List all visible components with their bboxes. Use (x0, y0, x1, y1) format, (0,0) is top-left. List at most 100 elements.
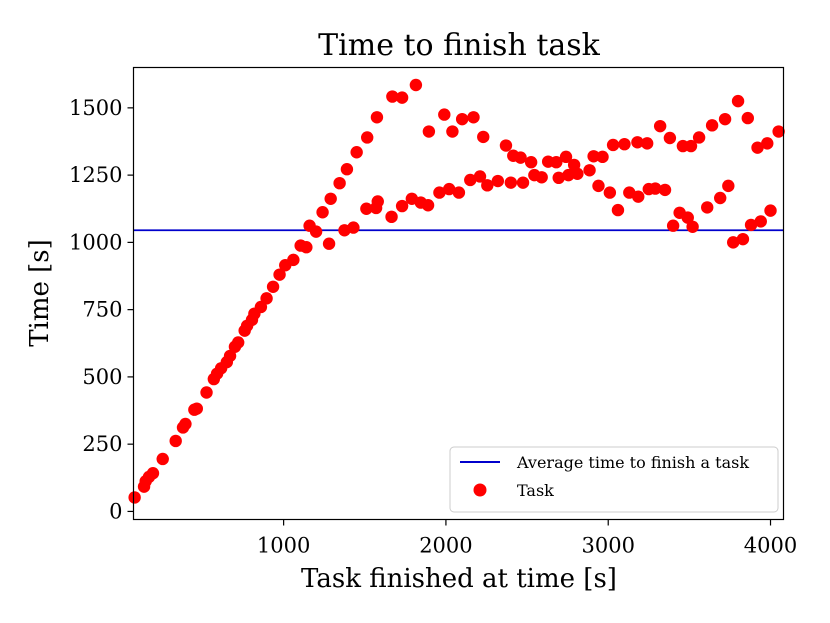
task-point (744, 218, 758, 232)
task-point (701, 201, 714, 214)
task-point (422, 125, 436, 138)
plot-area (132, 66, 785, 521)
task-point (764, 204, 777, 217)
legend-label-task: Task (517, 481, 554, 500)
task-point (718, 112, 732, 126)
task-point (481, 179, 494, 192)
task-point (587, 150, 600, 163)
task-point (514, 151, 527, 164)
task-point (200, 386, 213, 399)
task-point (287, 253, 300, 267)
task-point (535, 171, 548, 184)
task-point (692, 131, 706, 144)
task-point (421, 199, 435, 212)
task-point (681, 211, 694, 224)
task-point (231, 336, 245, 349)
task-point (273, 268, 286, 281)
task-point (631, 136, 644, 149)
x-tick-label: 1000 (257, 534, 310, 558)
task-point (684, 139, 698, 153)
task-point (550, 156, 563, 169)
task-point (571, 167, 584, 180)
task-point (686, 220, 699, 233)
task-point (190, 402, 203, 415)
task-point (772, 125, 785, 138)
data-layer (128, 78, 785, 504)
task-point (499, 139, 513, 152)
task-point (438, 108, 451, 121)
task-point (583, 164, 596, 177)
task-point (324, 192, 337, 205)
task-point (385, 210, 398, 224)
task-point (611, 203, 625, 217)
legend-label-average: Average time to finish a task (516, 453, 749, 472)
task-point (726, 236, 740, 249)
task-point (464, 173, 477, 187)
x-tick-label: 4000 (744, 534, 797, 558)
task-point (322, 237, 336, 250)
task-point (223, 349, 237, 363)
task-point (455, 112, 469, 126)
legend-dot-swatch (473, 483, 487, 497)
y-tick-label: 1250 (69, 163, 122, 187)
task-point (592, 179, 605, 193)
y-tick-label: 0 (109, 499, 122, 523)
task-point (722, 179, 735, 193)
task-point (618, 137, 631, 151)
task-point (467, 111, 480, 124)
task-point (360, 202, 373, 215)
task-point (552, 171, 565, 185)
task-point (473, 170, 487, 183)
task-point (666, 219, 680, 232)
task-point (333, 176, 346, 190)
x-axis-label: Task finished at time [s] (301, 564, 617, 594)
task-point (260, 292, 273, 305)
task-point (433, 186, 446, 199)
axes: 1000 2000 3000 4000 0 250 500 750 1000 1250 1500 (69, 96, 797, 558)
y-tick-label: 1000 (69, 230, 122, 254)
task-point (731, 94, 745, 108)
legend-box (449, 446, 779, 513)
task-point (386, 90, 399, 103)
task-point (409, 78, 423, 92)
task-point (714, 191, 727, 205)
task-point (653, 119, 667, 133)
task-point (316, 206, 329, 219)
y-axis-label: Time [s] (25, 239, 55, 347)
task-point (395, 91, 409, 104)
y-tick-label: 750 (82, 298, 122, 322)
task-point (736, 232, 750, 246)
task-point (369, 201, 383, 215)
task-point (504, 176, 518, 189)
task-point (761, 137, 774, 150)
task-point (169, 434, 182, 448)
y-tick-label: 1500 (69, 96, 122, 120)
task-point (516, 176, 530, 189)
task-point (452, 186, 466, 199)
task-point (300, 241, 313, 254)
task-point (442, 182, 456, 196)
chart-title: Time to finish task (318, 28, 601, 63)
task-point (477, 130, 490, 144)
task-point (640, 137, 654, 150)
task-point (603, 186, 617, 199)
legend: Average time to finish a task Task (449, 446, 779, 513)
task-point (754, 215, 767, 228)
task-point (606, 138, 620, 152)
task-point (179, 417, 192, 431)
task-point (559, 150, 573, 164)
task-point (705, 119, 719, 132)
task-point (596, 150, 609, 164)
task-point (347, 221, 360, 234)
x-tick-label: 3000 (581, 534, 634, 558)
y-tick-label: 250 (82, 432, 122, 456)
task-point (395, 199, 409, 213)
task-point (128, 491, 141, 504)
task-point (649, 182, 662, 195)
x-tick-label: 2000 (419, 534, 472, 558)
task-point (309, 225, 323, 238)
task-point (491, 174, 505, 188)
task-point (741, 111, 754, 125)
task-point (340, 163, 354, 176)
